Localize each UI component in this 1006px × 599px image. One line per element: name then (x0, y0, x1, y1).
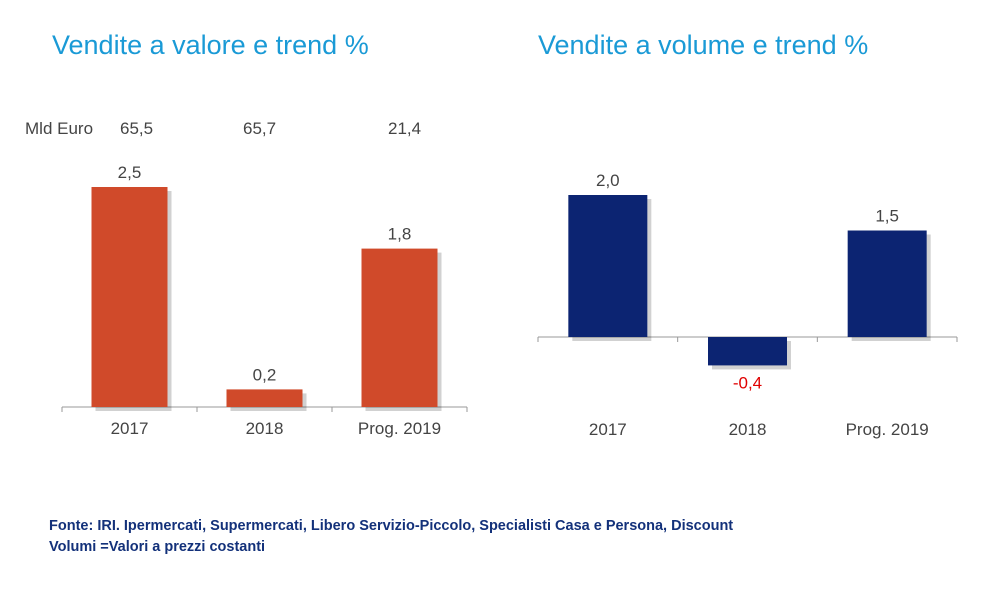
mld-euro-label: Mld Euro (25, 119, 94, 138)
value-category-label-prog-2019: Prog. 2019 (358, 419, 441, 438)
source-note: Fonte: IRI. Ipermercati, Supermercati, L… (49, 516, 733, 558)
value-value-label-prog-2019: 1,8 (388, 225, 412, 244)
volume-value-label-2018: -0,4 (733, 373, 762, 392)
volume-value-label-2017: 2,0 (596, 171, 620, 190)
value-value-label-2017: 2,5 (118, 163, 142, 182)
volume-bar-2018 (708, 337, 787, 366)
volume-definition-line: Volumi =Valori a prezzi costanti (49, 539, 266, 555)
value-category-label-2017: 2017 (111, 419, 149, 438)
volume-bar-chart: 2,0 2017 -0,4 2018 1,5 Prog. 2019 (537, 171, 958, 439)
value-category-label-2018: 2018 (246, 419, 284, 438)
volume-category-label-2017: 2017 (589, 420, 627, 439)
volume-bar-prog-2019 (847, 230, 927, 337)
value-bar-2017 (91, 187, 168, 407)
value-bar-chart: 2,5 2017 0,2 2018 1,8 Prog. 2019 (61, 163, 468, 438)
mld-value-2017: 65,5 (120, 119, 154, 138)
value-chart-title: Vendite a valore e trend % (52, 30, 369, 60)
mld-value-prog-2019: 21,4 (388, 119, 422, 138)
mld-value-2018: 65,7 (243, 119, 277, 138)
volume-value-label-prog-2019: 1,5 (875, 207, 899, 226)
value-bar-prog-2019 (361, 248, 438, 407)
source-line: Fonte: IRI. Ipermercati, Supermercati, L… (49, 518, 734, 534)
value-value-label-2018: 0,2 (253, 365, 277, 384)
volume-category-label-prog-2019: Prog. 2019 (846, 420, 929, 439)
volume-category-label-2018: 2018 (729, 420, 767, 439)
volume-bar-2017 (568, 195, 648, 337)
value-bar-2018 (226, 389, 303, 407)
volume-chart-title: Vendite a volume e trend % (538, 30, 869, 60)
